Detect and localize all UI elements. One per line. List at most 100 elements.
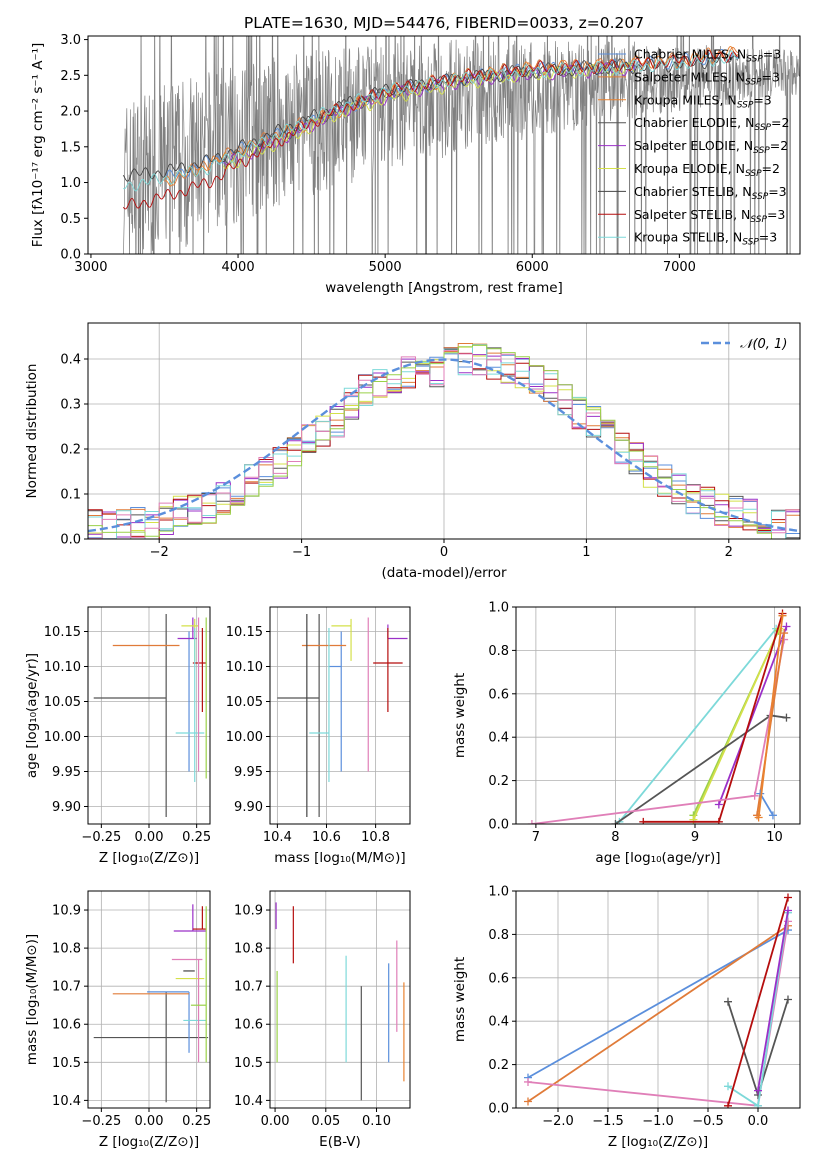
x-axis-label: wavelength [Angstrom, rest frame] — [325, 280, 563, 296]
y-tick-label: 10.05 — [44, 695, 81, 710]
x-tick-label: 1 — [582, 545, 590, 560]
data-point-marker — [784, 906, 792, 915]
x-axis-label: Z [log₁₀(Z/Z⊙)] — [99, 850, 199, 866]
panel-6: −0.25 0.00 0.25 10.4 10.5 10.6 10.7 10.8 10.9 Z [… — [24, 890, 211, 1150]
plot-area — [527, 609, 791, 824]
y-tick-label: 1.0 — [60, 176, 81, 191]
plot-area — [122, 36, 800, 254]
y-tick-label: 1.0 — [488, 885, 509, 900]
y-tick-label: 10.9 — [234, 904, 263, 919]
data-point-marker — [639, 817, 648, 824]
data-point-marker — [784, 995, 792, 1004]
legend: 𝒩(0, 1) — [701, 337, 787, 352]
y-tick-label: 1.0 — [488, 601, 509, 616]
y-tick-label: 0.6 — [488, 971, 509, 986]
y-axis-label: mass weight — [452, 673, 468, 758]
y-tick-label: 10.7 — [234, 980, 263, 995]
y-tick-label: 9.90 — [234, 800, 263, 815]
model-fit-line — [123, 50, 738, 192]
plot-area — [93, 614, 207, 817]
y-tick-label: 2.0 — [60, 105, 81, 120]
model-fit-line — [122, 51, 739, 182]
legend-label: Chabrier MILES, NSSP=3 — [634, 47, 781, 65]
data-point-marker — [778, 611, 787, 620]
y-tick-label: 10.4 — [52, 1094, 81, 1109]
panel-2: −2 −1 0 1 2 0.0 0.1 0.2 0.3 0.4 (data-model)/error… — [24, 322, 801, 581]
x-tick-label: 0 — [440, 545, 448, 560]
data-point-marker — [527, 820, 536, 824]
x-tick-label: 7000 — [663, 260, 696, 275]
chart-title: PLATE=1630, MJD=54476, FIBERID=0033, z=0… — [244, 14, 644, 32]
mass-weight-line — [718, 626, 788, 805]
mass-weight-line — [618, 628, 777, 823]
mass-weight-line — [757, 910, 789, 1091]
y-tick-label: 10.6 — [234, 1018, 263, 1033]
y-tick-label: 0.2 — [488, 774, 509, 789]
panel-5: 7 8 9 10 0.0 0.2 0.4 0.6 0.8 1.0 age [log₁₀(age/yr… — [452, 601, 801, 866]
y-tick-label: 10.10 — [226, 660, 263, 675]
data-point-marker — [754, 1086, 762, 1095]
data-point-marker — [784, 893, 792, 902]
y-tick-label: 10.6 — [52, 1018, 81, 1033]
x-tick-label: 8 — [611, 830, 619, 845]
y-axis-label: Normed distribution — [24, 364, 40, 499]
axes-frame: 7 8 9 10 0.0 0.2 0.4 0.6 0.8 1.0 age [log₁₀(age/yr… — [452, 601, 801, 866]
y-tick-label: 0.0 — [488, 818, 509, 833]
y-tick-label: 0.4 — [488, 731, 509, 746]
x-tick-label: −2.0 — [542, 1114, 574, 1129]
mass-weight-line — [759, 793, 774, 816]
y-tick-label: 10.5 — [234, 1056, 263, 1071]
y-tick-label: 9.90 — [52, 800, 81, 815]
x-tick-label: 0.10 — [362, 1114, 391, 1129]
y-tick-label: 0.8 — [488, 928, 509, 943]
x-tick-label: 6000 — [516, 260, 549, 275]
y-tick-label: 0.8 — [488, 644, 509, 659]
x-tick-label: −0.25 — [81, 830, 121, 845]
y-axis-label: Flux [fλ10⁻¹⁷ erg cm⁻² s⁻¹ A⁻¹] — [30, 43, 46, 248]
y-tick-label: 1.5 — [60, 140, 81, 155]
y-tick-label: 0.4 — [488, 1015, 509, 1030]
data-point-marker — [768, 811, 777, 820]
plot-area — [524, 893, 792, 1108]
data-point-marker — [724, 1082, 732, 1091]
data-point-marker — [750, 791, 759, 800]
plot-area — [88, 343, 800, 539]
y-tick-label: 10.4 — [234, 1094, 263, 1109]
x-tick-label: 2 — [725, 545, 733, 560]
data-point-marker — [524, 1077, 532, 1086]
axes-frame: 3000 4000 5000 6000 7000 0.0 0.5 1.0 1.5 2.0 2.5 3.… — [30, 33, 801, 296]
x-tick-label: 10 — [766, 830, 783, 845]
x-tick-label: 10.4 — [263, 830, 292, 845]
y-tick-label: 0.0 — [60, 248, 81, 263]
legend-label: Salpeter STELIB, NSSP=3 — [634, 207, 785, 225]
x-tick-label: −1.5 — [592, 1114, 624, 1129]
x-tick-label: 0.25 — [182, 830, 211, 845]
y-axis-label: age [log₁₀(age/yr)] — [24, 653, 40, 778]
x-tick-label: −0.5 — [692, 1114, 724, 1129]
legend-label: Kroupa MILES, NSSP=3 — [634, 92, 772, 110]
mass-weight-line — [757, 615, 784, 818]
data-point-marker — [611, 820, 620, 824]
x-tick-label: 7 — [532, 830, 540, 845]
x-tick-label: −1.0 — [642, 1114, 674, 1129]
y-tick-label: 0.6 — [488, 687, 509, 702]
legend-label: Salpeter ELODIE, NSSP=2 — [634, 138, 788, 156]
y-axis-label: mass weight — [452, 957, 468, 1042]
axes-frame: 10.4 10.6 10.8 9.90 9.95 10.00 10.05 10.10 10.15… — [226, 606, 411, 866]
axes-frame: −2 −1 0 1 2 0.0 0.1 0.2 0.3 0.4 (data-model)/error… — [24, 322, 801, 581]
y-tick-label: 0.2 — [488, 1058, 509, 1073]
axes-box — [269, 606, 411, 825]
plot-area — [277, 614, 408, 817]
y-tick-label: 9.95 — [234, 765, 263, 780]
x-axis-label: E(B-V) — [319, 1134, 361, 1150]
y-tick-label: 0.3 — [60, 398, 81, 413]
mass-weight-line — [692, 628, 781, 821]
x-tick-label: 0.0 — [748, 1114, 769, 1129]
model-fit-line — [222, 62, 636, 166]
y-tick-label: 10.10 — [44, 660, 81, 675]
y-tick-label: 10.00 — [44, 730, 81, 745]
x-tick-label: 4000 — [222, 260, 255, 275]
y-tick-label: 10.15 — [44, 625, 81, 640]
data-point-marker — [524, 1097, 532, 1106]
